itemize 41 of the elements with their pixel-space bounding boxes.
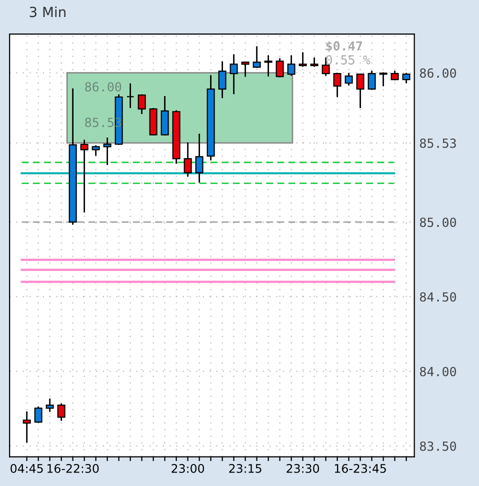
candlestick [310,58,318,67]
candlestick [344,72,353,86]
candlestick [356,73,364,108]
x-tick-label: 23:00 [172,464,204,473]
x-tick-label: 16-23:45 [334,464,386,473]
x-tick-label: 23:15 [229,464,262,473]
candlestick [160,96,169,136]
candlestick [333,72,342,98]
x-tick-label: 23:30 [286,464,320,473]
candlestick [22,411,31,443]
candlestick [379,72,388,86]
candlestick [126,83,134,108]
candlestick [103,138,112,166]
candlestick [34,406,42,423]
candlestick [252,46,261,68]
candlestick [276,58,284,78]
candlestick [80,140,88,212]
y-tick-label: 85.53 [420,138,456,148]
candlestick [264,55,272,77]
candlestick [287,55,296,76]
chart-title: 3 Min [30,6,66,18]
y-tick-label: 84.50 [420,292,456,302]
candlestick [241,62,250,77]
y-tick-label: 83.50 [420,441,456,451]
y-tick-label: 85.00 [420,218,456,228]
y-tick-label: 84.00 [420,366,456,376]
candlestick [46,398,54,412]
annotation: $0.47 [326,40,362,52]
candlestick [138,94,146,114]
candlestick [298,52,307,67]
y-tick-label: 86.00 [420,68,456,78]
candlestick [195,134,204,183]
candlestick [218,61,226,98]
candlestick [57,403,66,421]
candlestick [184,142,192,177]
candlestick [92,145,100,156]
x-tick-label: 16-22:30 [47,464,99,473]
candlestick [368,70,376,90]
x-tick-label: 04:45 [10,464,43,473]
candlestick [230,54,238,94]
annotation: 86.00 [85,82,122,92]
